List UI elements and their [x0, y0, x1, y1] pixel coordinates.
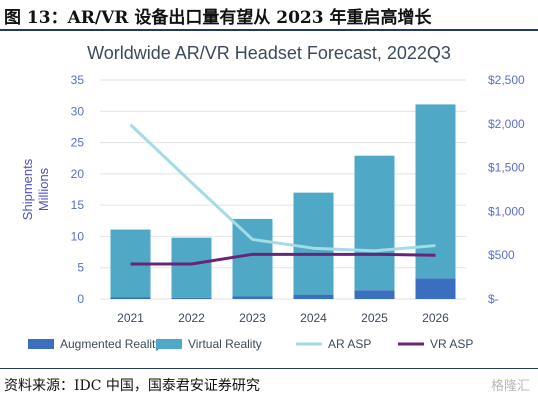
x-tick-label: 2026	[422, 311, 449, 325]
y2-tick-label: $-	[488, 292, 499, 306]
y-axis-label-line: Shipments	[20, 158, 35, 220]
legend-swatch-virtual-reality	[156, 339, 182, 349]
legend-label-augmented-reality: Augmented Reality	[60, 337, 161, 351]
figure-header: 图 13：AR/VR 设备出口量有望从 2023 年重启高增长	[0, 0, 538, 31]
x-tick-label: 2021	[117, 311, 144, 325]
bar-augmented-reality-2023	[232, 296, 273, 299]
x-tick-label: 2023	[239, 311, 266, 325]
line-ar-asp	[129, 123, 436, 253]
y2-tick-label: $1,000	[488, 204, 525, 218]
header-rule	[0, 29, 538, 31]
bar-augmented-reality-2024	[293, 294, 334, 299]
legend: Augmented Reality Virtual Reality AR ASP VR…	[28, 337, 473, 351]
y-tick-label: 5	[77, 261, 84, 275]
y-tick-label: 0	[77, 292, 84, 306]
chart-svg: Worldwide AR/VR Headset Forecast, 2022Q3…	[0, 33, 538, 363]
y2-tick-label: $1,500	[488, 161, 525, 175]
source-note: 资料来源：IDC 中国，国泰君安证券研究	[4, 378, 260, 394]
chart-container: Worldwide AR/VR Headset Forecast, 2022Q3…	[0, 33, 538, 363]
y-tick-label: 10	[71, 229, 85, 243]
y-tick-label: 35	[71, 73, 85, 87]
bar-virtual-reality-2025	[354, 155, 395, 291]
line-vr-asp	[130, 252, 436, 266]
chart-title: Worldwide AR/VR Headset Forecast, 2022Q3	[87, 43, 451, 63]
y-axis-label-line: Millions	[36, 167, 51, 211]
figure-title: 图 13：AR/VR 设备出口量有望从 2023 年重启高增长	[4, 8, 432, 28]
y-tick-label: 30	[71, 104, 85, 118]
y2-axis-ticks: $- $500 $1,000 $1,500 $2,000 $2,500	[488, 73, 525, 306]
x-axis-ticks: 2021 2022 2023 2024 2025 2026	[117, 311, 449, 325]
footer-rule	[0, 368, 538, 369]
y-tick-label: 15	[71, 198, 85, 212]
y2-tick-label: $2,000	[488, 117, 525, 131]
bar-virtual-reality-2024	[293, 192, 334, 295]
x-tick-label: 2022	[178, 311, 205, 325]
bar-augmented-reality-2026	[415, 278, 456, 299]
bar-virtual-reality-2022	[171, 237, 212, 298]
y-axis-label: Shipments Millions	[20, 158, 51, 220]
lines	[129, 123, 436, 266]
y2-tick-label: $500	[488, 248, 515, 262]
figure-footer: 资料来源：IDC 中国，国泰君安证券研究 格隆汇	[0, 368, 538, 400]
bar-augmented-reality-2025	[354, 290, 395, 299]
x-tick-label: 2025	[361, 311, 388, 325]
bar-virtual-reality-2026	[415, 104, 456, 279]
y2-tick-label: $2,500	[488, 73, 525, 87]
bar-augmented-reality-2022	[171, 297, 212, 299]
legend-swatch-augmented-reality	[28, 339, 54, 349]
bar-augmented-reality-2021	[110, 297, 151, 299]
legend-label-vr-asp: VR ASP	[430, 337, 473, 351]
watermark: 格隆汇	[490, 379, 530, 394]
y-axis-ticks: 0 5 10 15 20 25 30 35	[71, 73, 85, 306]
x-tick-label: 2024	[300, 311, 327, 325]
y-tick-label: 20	[71, 167, 85, 181]
y-tick-label: 25	[71, 136, 85, 150]
gridlines	[100, 79, 466, 300]
legend-label-virtual-reality: Virtual Reality	[188, 337, 262, 351]
legend-label-ar-asp: AR ASP	[328, 337, 371, 351]
